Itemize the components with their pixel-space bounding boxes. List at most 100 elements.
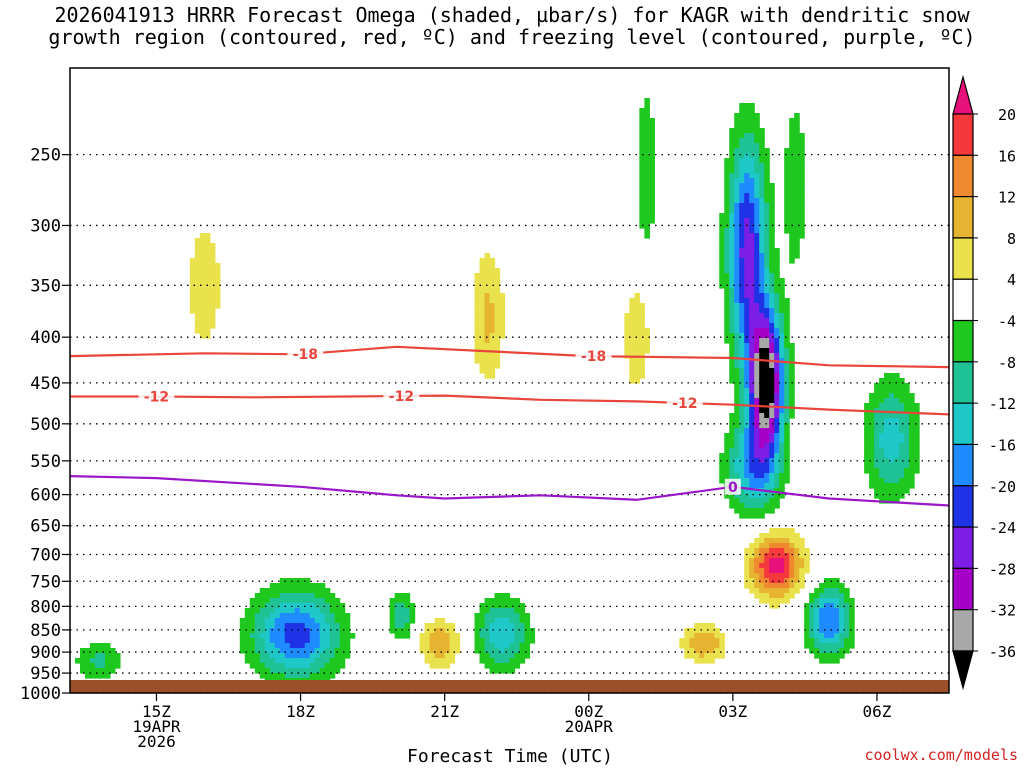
- omega-cell: [644, 168, 650, 174]
- omega-cell: [759, 378, 765, 384]
- omega-cell: [754, 593, 760, 599]
- omega-cell: [304, 643, 311, 649]
- omega-cell: [779, 588, 785, 594]
- omega-cell: [529, 628, 536, 634]
- omega-cell: [429, 653, 436, 659]
- omega-cell: [909, 433, 915, 439]
- omega-cell: [769, 458, 775, 464]
- colorbar-label: 8: [1007, 230, 1016, 248]
- omega-cell: [759, 133, 765, 139]
- omega-cell: [914, 423, 920, 429]
- omega-cell: [204, 263, 211, 269]
- omega-cell: [249, 663, 256, 669]
- omega-cell: [344, 618, 351, 624]
- omega-cell: [269, 673, 276, 679]
- x-tick-label: 18Z: [286, 702, 315, 721]
- omega-cell: [259, 668, 266, 674]
- omega-cell: [644, 188, 650, 194]
- omega-cell: [794, 228, 800, 234]
- omega-cell: [194, 283, 201, 289]
- omega-cell: [644, 118, 650, 124]
- omega-cell: [794, 583, 800, 589]
- omega-cell: [784, 368, 790, 374]
- omega-cell: [424, 638, 431, 644]
- omega-cell: [884, 373, 890, 379]
- omega-cell: [809, 608, 815, 614]
- omega-cell: [254, 653, 261, 659]
- omega-cell: [514, 623, 521, 629]
- omega-cell: [869, 413, 875, 419]
- omega-cell: [764, 508, 770, 514]
- omega-cell: [829, 593, 835, 599]
- contour-line: [70, 345, 949, 369]
- omega-cell: [419, 648, 426, 654]
- omega-cell: [764, 238, 770, 244]
- omega-cell: [754, 438, 760, 444]
- omega-cell: [494, 648, 501, 654]
- omega-cell: [814, 653, 820, 659]
- omega-cell: [779, 598, 785, 604]
- omega-cell: [769, 603, 775, 609]
- omega-cell: [494, 653, 501, 659]
- omega-cell: [769, 573, 775, 579]
- omega-cell: [519, 633, 526, 639]
- omega-cell: [739, 333, 745, 339]
- omega-cell: [749, 258, 755, 264]
- omega-cell: [489, 613, 496, 619]
- omega-cell: [509, 613, 516, 619]
- omega-cell: [394, 613, 401, 619]
- omega-cell: [749, 263, 755, 269]
- omega-cell: [774, 378, 780, 384]
- omega-cell: [494, 318, 501, 324]
- omega-cell: [264, 643, 271, 649]
- omega-cell: [749, 288, 755, 294]
- omega-cell: [759, 243, 765, 249]
- omega-cell: [489, 643, 496, 649]
- omega-cell: [819, 653, 825, 659]
- omega-cell: [434, 648, 441, 654]
- omega-cell: [399, 613, 406, 619]
- omega-cell: [284, 643, 291, 649]
- omega-cell: [644, 138, 650, 144]
- omega-cell: [724, 208, 730, 214]
- omega-cell: [844, 588, 850, 594]
- omega-cell: [684, 633, 690, 639]
- omega-cell: [754, 503, 760, 509]
- omega-cell: [644, 133, 650, 139]
- omega-cell: [899, 398, 905, 404]
- omega-cell: [759, 193, 765, 199]
- omega-cell: [739, 478, 745, 484]
- omega-cell: [879, 383, 885, 389]
- omega-cell: [214, 288, 221, 294]
- omega-cell: [254, 663, 261, 669]
- omega-cell: [849, 633, 855, 639]
- omega-cell: [489, 363, 496, 369]
- omega-cell: [844, 638, 850, 644]
- omega-cell: [899, 403, 905, 409]
- omega-cell: [259, 648, 266, 654]
- omega-cell: [774, 373, 780, 379]
- omega-cell: [504, 648, 511, 654]
- omega-cell: [284, 598, 291, 604]
- omega-cell: [299, 578, 306, 584]
- omega-cell: [754, 218, 760, 224]
- omega-cell: [329, 598, 336, 604]
- omega-cell: [779, 593, 785, 599]
- omega-cell: [779, 313, 785, 319]
- omega-cell: [504, 663, 511, 669]
- omega-cell: [749, 558, 755, 564]
- omega-cell: [774, 573, 780, 579]
- omega-cell: [734, 203, 740, 209]
- omega-cell: [724, 473, 730, 479]
- omega-cell: [789, 593, 795, 599]
- omega-cell: [324, 623, 331, 629]
- omega-cell: [214, 293, 221, 299]
- omega-cell: [789, 528, 795, 534]
- omega-cell: [489, 353, 496, 359]
- colorbar-label: 4: [1007, 271, 1016, 289]
- omega-cell: [504, 623, 511, 629]
- omega-cell: [894, 463, 900, 469]
- omega-cell: [514, 653, 521, 659]
- omega-cell: [494, 668, 501, 674]
- omega-cell: [474, 273, 481, 279]
